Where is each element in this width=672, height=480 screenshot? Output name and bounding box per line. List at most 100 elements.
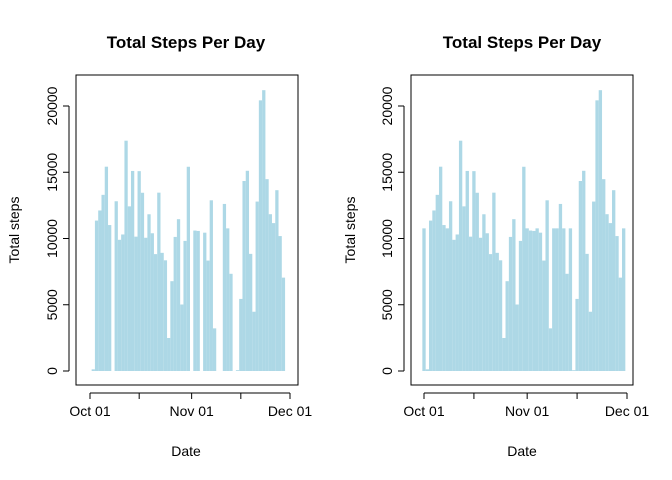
bar	[565, 273, 569, 371]
x-tick-label: Dec 01	[268, 403, 313, 419]
y-tick-label: 20000	[379, 86, 395, 125]
x-tick-label: Oct 01	[69, 403, 110, 419]
bar	[94, 220, 99, 371]
bar	[545, 200, 549, 371]
bar	[588, 311, 593, 371]
y-tick-label: 5000	[44, 289, 60, 320]
bar	[180, 304, 184, 371]
y-axis: 0 5000 10000 15000 20000	[44, 86, 70, 375]
x-tick-label: Nov 01	[505, 403, 550, 419]
y-tick-label: 15000	[44, 153, 60, 192]
y-tick-label: 0	[44, 367, 60, 375]
bar	[558, 203, 563, 371]
bar	[498, 260, 503, 371]
bar	[147, 214, 151, 371]
bar	[448, 201, 453, 371]
bar	[595, 100, 599, 371]
bar	[455, 234, 459, 371]
bar	[196, 230, 200, 371]
bar	[432, 210, 436, 371]
chart-panel-left: Total Steps Per Day 0 5000 10000 15000 20000…	[6, 33, 312, 459]
bar	[268, 214, 272, 371]
bar	[608, 223, 613, 371]
bar	[140, 192, 145, 371]
bar	[245, 170, 250, 371]
bar	[478, 237, 483, 371]
bar	[602, 179, 606, 371]
bar	[176, 219, 181, 371]
bar	[134, 236, 138, 371]
bar	[167, 337, 171, 371]
bar	[582, 170, 586, 371]
bar	[592, 201, 596, 371]
bar	[502, 337, 506, 371]
bar	[475, 192, 479, 371]
bar	[555, 228, 559, 371]
bar	[124, 140, 128, 371]
bar	[505, 281, 509, 371]
bar	[255, 201, 259, 371]
bar	[229, 273, 233, 371]
bar	[512, 219, 516, 371]
y-tick-label: 15000	[379, 153, 395, 192]
y-axis: 0 5000 10000 15000 20000	[379, 86, 405, 375]
y-tick-label: 0	[379, 367, 395, 375]
bar	[525, 228, 529, 371]
bar	[488, 254, 493, 371]
bar	[442, 225, 446, 371]
y-axis-label: Total steps	[342, 197, 358, 264]
bar	[235, 370, 240, 371]
bar	[242, 181, 246, 371]
bar	[271, 223, 276, 371]
bar	[445, 228, 449, 371]
bar	[275, 190, 279, 371]
bar	[618, 277, 623, 371]
bar	[622, 228, 626, 371]
bar	[127, 206, 131, 371]
bar-group	[91, 90, 286, 372]
y-axis-label: Total steps	[6, 197, 22, 264]
bar	[465, 170, 469, 371]
chart-title: Total Steps Per Day	[107, 33, 266, 52]
bar	[612, 190, 616, 371]
bar	[278, 236, 282, 371]
bar	[226, 228, 230, 371]
bar	[438, 166, 443, 371]
bar	[137, 171, 141, 371]
bar	[104, 166, 109, 371]
bar	[98, 210, 102, 371]
bar	[468, 236, 473, 371]
bar	[144, 237, 148, 371]
bar	[428, 220, 433, 371]
bar	[163, 260, 168, 371]
bar	[258, 100, 263, 371]
bar	[492, 192, 496, 371]
bar	[425, 369, 429, 371]
x-tick-label: Oct 01	[403, 403, 444, 419]
bar	[209, 200, 213, 371]
x-tick-label: Nov 01	[169, 403, 214, 419]
bar	[575, 298, 579, 371]
bar	[532, 230, 536, 371]
bar	[542, 260, 546, 371]
bar	[170, 281, 174, 371]
bar-group	[422, 90, 626, 372]
bar	[485, 233, 489, 371]
bar	[101, 194, 105, 371]
bar	[508, 236, 513, 371]
bar	[157, 192, 161, 371]
plot-frame	[410, 74, 634, 386]
bar	[422, 228, 426, 371]
bar	[598, 90, 603, 372]
bar	[121, 234, 125, 371]
bar	[212, 328, 217, 371]
x-tick-label: Dec 01	[605, 403, 650, 419]
bar	[186, 166, 190, 371]
bar	[552, 228, 556, 371]
x-axis-label: Date	[171, 443, 201, 459]
bar	[203, 232, 207, 371]
y-tick-label: 20000	[44, 86, 60, 125]
bar	[173, 236, 177, 371]
bar	[462, 206, 466, 371]
